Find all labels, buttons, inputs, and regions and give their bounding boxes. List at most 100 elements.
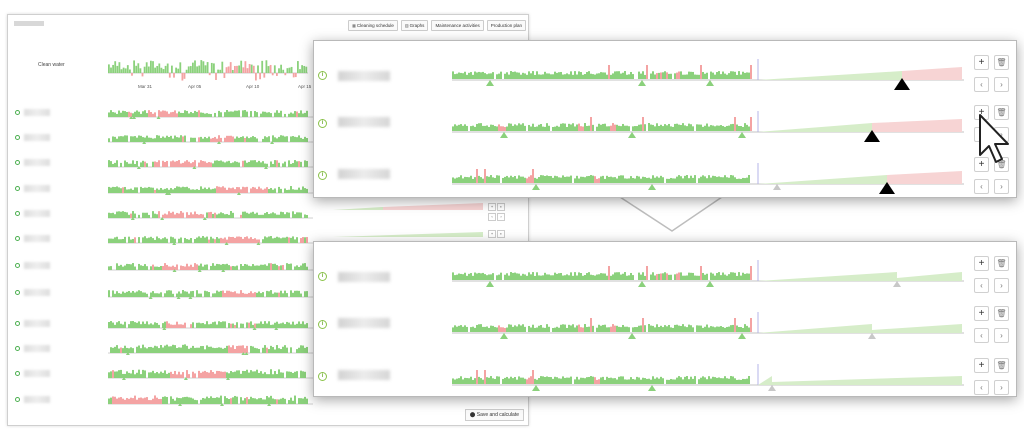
history-bar — [684, 275, 686, 280]
history-bar — [108, 186, 110, 193]
history-bar — [540, 275, 542, 280]
next-cleaning-button[interactable]: › — [994, 328, 1009, 343]
history-bar — [256, 323, 258, 328]
history-bar — [596, 178, 598, 183]
history-bar — [230, 237, 232, 243]
info-icon[interactable]: i — [318, 119, 327, 128]
prev-button-small[interactable]: ‹ — [488, 213, 496, 221]
maintenance-marker — [197, 269, 202, 272]
history-bar — [302, 113, 304, 117]
clean-water-bar — [229, 62, 232, 73]
delete-cleaning-button[interactable]: 🗑 — [994, 55, 1009, 70]
history-bar — [118, 136, 120, 142]
maintenance-marker — [121, 377, 126, 380]
prev-cleaning-button[interactable]: ‹ — [974, 380, 989, 395]
history-bar — [258, 398, 260, 404]
history-bar — [186, 239, 188, 243]
history-bar — [560, 123, 562, 131]
history-bar — [486, 176, 488, 183]
history-bar — [124, 211, 126, 218]
history-bar — [750, 65, 752, 79]
cleaning-schedule-button[interactable]: ▦Cleaning schedule — [348, 20, 398, 31]
history-bar — [542, 126, 544, 131]
history-bar — [196, 214, 198, 218]
graphs-button[interactable]: ▥Graphs — [400, 20, 429, 31]
history-bar — [186, 345, 188, 353]
history-bar — [110, 238, 112, 243]
history-bar — [684, 125, 686, 131]
add-cleaning-button[interactable]: + — [974, 358, 989, 373]
delete-button-small[interactable]: ▪ — [497, 230, 505, 238]
next-cleaning-button[interactable]: › — [994, 380, 1009, 395]
delete-cleaning-button[interactable]: 🗑 — [994, 105, 1009, 120]
history-bar — [256, 292, 258, 297]
info-icon[interactable]: i — [318, 71, 327, 80]
history-bar — [748, 327, 750, 332]
history-bar — [536, 178, 538, 183]
next-cleaning-button[interactable]: › — [994, 179, 1009, 194]
clean-water-bar — [217, 69, 219, 73]
history-bar — [528, 71, 530, 79]
history-bar — [122, 398, 124, 404]
prev-cleaning-button[interactable]: ‹ — [974, 179, 989, 194]
delete-cleaning-button[interactable]: 🗑 — [994, 256, 1009, 271]
maintenance-activities-button[interactable]: Maintenance activities — [431, 20, 484, 31]
history-bar — [688, 178, 690, 183]
info-icon[interactable]: i — [318, 320, 327, 329]
history-bar — [554, 126, 556, 131]
delete-button-small[interactable]: ▪ — [497, 203, 505, 211]
next-cleaning-button[interactable]: › — [994, 278, 1009, 293]
history-bar — [230, 323, 232, 328]
add-button-small[interactable]: + — [488, 230, 496, 238]
history-bar — [300, 345, 302, 353]
history-bar — [604, 324, 606, 332]
history-bar — [720, 125, 722, 131]
production-plan-button[interactable]: Production plan — [486, 20, 526, 31]
history-bar — [452, 378, 454, 384]
history-bar — [238, 236, 240, 243]
delete-cleaning-button[interactable]: 🗑 — [994, 306, 1009, 321]
history-bar — [692, 126, 694, 131]
add-cleaning-button[interactable]: + — [974, 306, 989, 321]
history-bar — [600, 325, 602, 332]
history-bar — [578, 272, 580, 280]
add-cleaning-button[interactable]: + — [974, 105, 989, 120]
history-bar — [132, 321, 134, 328]
history-bar — [676, 72, 678, 79]
history-bar — [212, 347, 214, 353]
delete-cleaning-button[interactable]: 🗑 — [994, 358, 1009, 373]
history-bar — [486, 326, 488, 332]
history-bar — [134, 187, 136, 193]
add-cleaning-button[interactable]: + — [974, 157, 989, 172]
add-cleaning-button[interactable]: + — [974, 256, 989, 271]
history-bar — [652, 124, 654, 131]
next-cleaning-button[interactable]: › — [994, 77, 1009, 92]
history-bar — [504, 73, 506, 79]
clean-water-bar — [223, 73, 226, 78]
info-icon[interactable]: i — [318, 272, 327, 281]
save-and-calculate-button[interactable]: ⬤ Save and calculate — [464, 409, 524, 421]
history-bar — [190, 347, 192, 353]
history-bar — [736, 124, 738, 131]
history-bar — [286, 236, 288, 243]
history-bar — [294, 214, 296, 218]
prev-cleaning-button[interactable]: ‹ — [974, 278, 989, 293]
info-icon[interactable]: i — [318, 171, 327, 180]
history-bar — [126, 371, 128, 378]
history-bar — [162, 323, 164, 328]
add-cleaning-button[interactable]: + — [974, 55, 989, 70]
history-bar — [740, 74, 742, 79]
prev-cleaning-button[interactable]: ‹ — [974, 328, 989, 343]
next-button-small[interactable]: › — [497, 213, 505, 221]
history-bar — [628, 327, 630, 332]
history-bar — [554, 376, 556, 384]
add-button-small[interactable]: + — [488, 203, 496, 211]
info-icon[interactable]: i — [318, 372, 327, 381]
history-bar — [540, 376, 542, 384]
maintenance-marker — [129, 116, 134, 119]
history-bar — [172, 344, 174, 353]
history-bar — [498, 376, 500, 384]
prev-cleaning-button[interactable]: ‹ — [974, 77, 989, 92]
history-bar — [164, 237, 166, 243]
history-bar — [236, 345, 238, 353]
